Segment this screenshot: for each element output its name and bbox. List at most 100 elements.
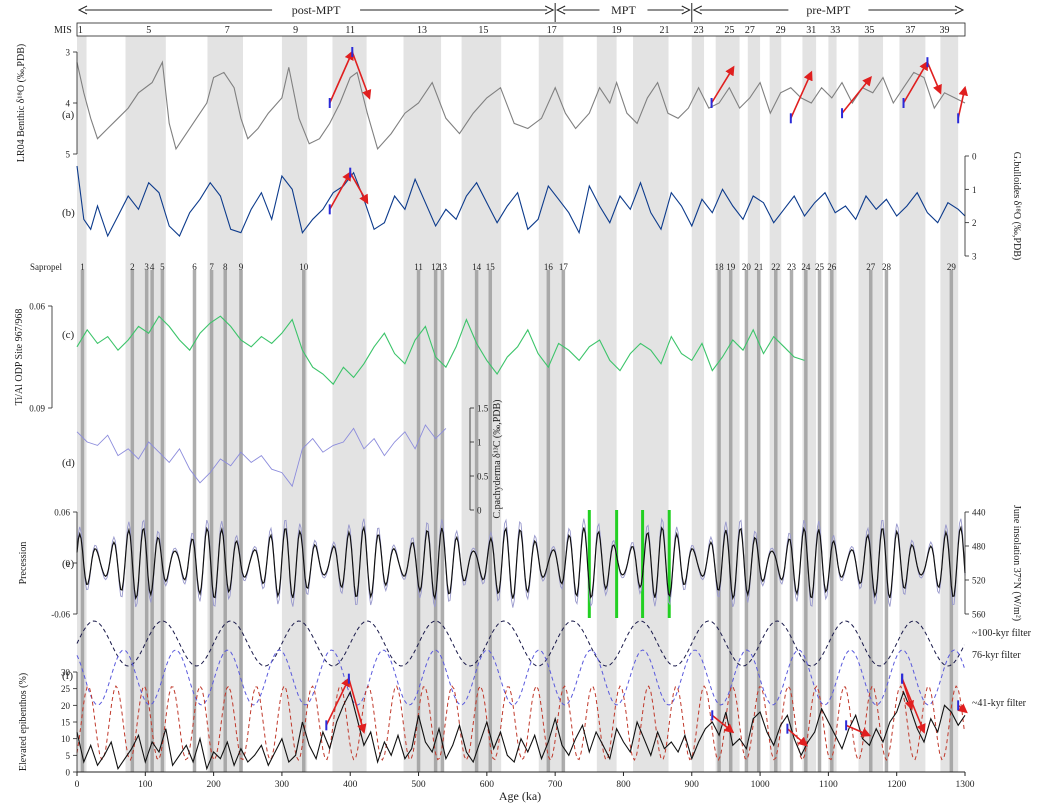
x-tick-label-500: 500 (411, 780, 426, 790)
x-tick-label-600: 600 (480, 780, 495, 790)
x-tick-label-200: 200 (206, 780, 221, 790)
sapropel-number-27: 27 (866, 262, 876, 272)
sapropel-number-4: 4 (150, 262, 155, 272)
interglacial-band-10 (691, 36, 705, 772)
filter-line-1 (76, 649, 965, 706)
mis-stage-35: 35 (864, 25, 874, 36)
x-tick-label-800: 800 (616, 780, 631, 790)
sapropel-number-21: 21 (754, 262, 763, 272)
sapropel-number-23: 23 (787, 262, 797, 272)
x-tick-label-0: 0 (75, 780, 80, 790)
y-label-f: Elevated epibenthos (%) (18, 673, 29, 771)
period-arrow-left-2 (692, 5, 702, 15)
sapropel-number-20: 20 (742, 262, 752, 272)
filter-line-0 (76, 620, 965, 667)
y-tick-label-c-0.06: 0.06 (29, 302, 45, 312)
y-tick-label-e--0.06: -0.06 (51, 610, 70, 620)
y-label-a: LR04 Benthic δ¹⁸O (‰,PDB) (16, 44, 27, 162)
sapropel-number-22: 22 (771, 262, 780, 272)
y-tick-label-f-15: 15 (61, 718, 71, 728)
panel-b: (b) 0 1 2 3 G.bulloides δ¹⁸O (‰,PDB) (62, 152, 1022, 262)
sapropel-number-17: 17 (559, 262, 569, 272)
series-line-c (76, 315, 805, 386)
blue-tick-a-2 (710, 98, 713, 108)
period-arrow-left-0 (77, 5, 88, 15)
blue-tick-a-7 (957, 113, 960, 124)
blue-tick-a-3 (789, 113, 792, 124)
mis-stage-9: 9 (293, 25, 298, 36)
mis-stage-31: 31 (806, 25, 816, 36)
y-tick-label-f-10: 10 (61, 734, 71, 744)
sapropel-lines (80, 270, 954, 772)
mis-stage-27: 27 (745, 25, 755, 36)
red-arrow-a-6 (926, 61, 942, 95)
y-label-d: C.pachyderma δ¹³C (‰,PDB) (492, 399, 503, 518)
period-label-2: pre-MPT (806, 3, 851, 17)
panel-label-b: (b) (62, 207, 75, 219)
mis-stage-33: 33 (830, 25, 840, 36)
blue-tick-a-0 (328, 98, 331, 108)
sapropel-number-25: 25 (815, 262, 825, 272)
panel-c: (c) 0.06 0.09 Ti/Al ODP Site 967/968 (14, 302, 805, 414)
x-tick-label-1200: 1200 (887, 780, 906, 790)
x-axis-label: Age (ka) (499, 789, 541, 803)
panel-e: (e) -0.06 0 0.06 440 480 520 560 Precession June … (18, 505, 1022, 621)
sapropel-number-18: 18 (715, 262, 725, 272)
y-tick-label-d-0.5: 0.5 (477, 472, 489, 482)
red-arrow-f-1 (348, 678, 367, 734)
blue-tick-f-4 (845, 720, 848, 731)
red-arrow-f-2 (711, 714, 735, 734)
blue-tick-b-1 (349, 167, 352, 178)
mis-stage-21: 21 (659, 25, 669, 36)
y-tick-label-e-0.06: 0.06 (54, 508, 70, 518)
series-line-d (76, 424, 447, 488)
red-arrow-f-7 (957, 703, 968, 714)
y-tick-label-a-5: 5 (66, 150, 71, 160)
period-arrow-left-1 (556, 5, 566, 15)
y-tick-label-d-1: 1 (477, 438, 482, 448)
sapropel-number-3: 3 (144, 262, 149, 272)
blue-tick-a-5 (902, 98, 905, 108)
mis-stage-7: 7 (225, 25, 230, 36)
mis-stage-19: 19 (612, 25, 622, 36)
y-tick-label-d-0: 0 (477, 506, 482, 516)
panel-label-a: (a) (62, 109, 75, 121)
y-tick-label-d-1.5: 1.5 (477, 404, 489, 414)
x-tick-label-400: 400 (343, 780, 358, 790)
y-tick-label-b-2: 2 (972, 218, 977, 228)
blue-tick-a-1 (351, 47, 354, 57)
green-markers (587, 510, 671, 618)
red-arrow-a-3 (790, 70, 813, 119)
y-tick-label-b-3: 3 (972, 252, 977, 262)
period-label-1: MPT (611, 3, 636, 17)
x-tick-label-1300: 1300 (956, 780, 975, 790)
sapropel-number-13: 13 (438, 262, 448, 272)
y-tick-label-e-right-520: 520 (972, 576, 986, 586)
sapropel-number-7: 7 (209, 262, 214, 272)
y-tick-label-f-20: 20 (61, 701, 71, 711)
interglacial-band-6 (461, 36, 502, 772)
red-arrow-a-7 (957, 85, 969, 119)
sapropel-number-1: 1 (80, 262, 85, 272)
blue-tick-f-7 (957, 700, 960, 711)
interglacial-band-9 (633, 36, 669, 772)
blue-tick-f-6 (901, 673, 904, 684)
sapropel-label: Sapropel (30, 262, 62, 272)
interglacial-band-8 (596, 36, 617, 772)
mis-stage-5: 5 (146, 25, 151, 36)
x-tick-label-700: 700 (548, 780, 563, 790)
mis-stage-23: 23 (694, 25, 704, 36)
sapropel-number-28: 28 (882, 262, 892, 272)
mis-label: MIS (54, 25, 72, 36)
y-label-e: Precession (18, 542, 29, 585)
sapropel-number-15: 15 (486, 262, 496, 272)
sapropel-number-2: 2 (130, 262, 135, 272)
y-tick-label-a-4: 4 (66, 99, 71, 109)
sapropel-number-24: 24 (801, 262, 811, 272)
panel-d: (d) 0 0.5 1 1.5 C.pachyderma δ¹³C (‰,PDB) (62, 399, 503, 518)
y-tick-label-e-right-560: 560 (972, 610, 986, 620)
x-tick-label-900: 900 (685, 780, 700, 790)
panel-label-e: (e) (62, 558, 75, 570)
blue-tick-a-6 (926, 57, 929, 68)
